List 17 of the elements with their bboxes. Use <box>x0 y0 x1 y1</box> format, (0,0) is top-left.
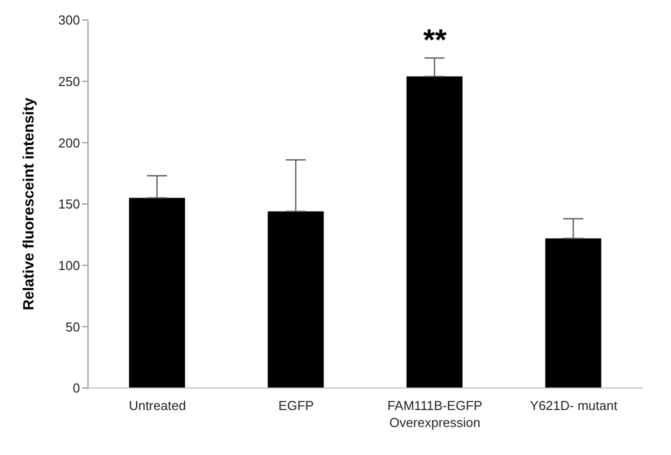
y-tick-label: 0 <box>72 380 80 396</box>
y-tick-label: 250 <box>58 74 80 89</box>
annotation: ** <box>423 24 447 58</box>
y-tick-label: 100 <box>58 258 80 273</box>
y-tick-label: 300 <box>58 12 80 28</box>
x-tick-label: EGFP <box>278 398 314 413</box>
x-tick-label: Untreated <box>128 398 186 413</box>
x-tick-label: Y621D- mutant <box>530 398 618 413</box>
bar <box>129 198 185 388</box>
bar <box>268 211 324 388</box>
y-axis-title: Relative fluoresceint intensity <box>20 97 38 310</box>
bar <box>545 238 602 388</box>
x-tick-label: FAM111B-EGFP Overexpression <box>387 398 482 430</box>
bar <box>406 76 462 388</box>
y-tick-label: 50 <box>66 319 80 334</box>
y-tick-label: 200 <box>58 135 80 150</box>
y-tick-label: 150 <box>58 196 80 212</box>
